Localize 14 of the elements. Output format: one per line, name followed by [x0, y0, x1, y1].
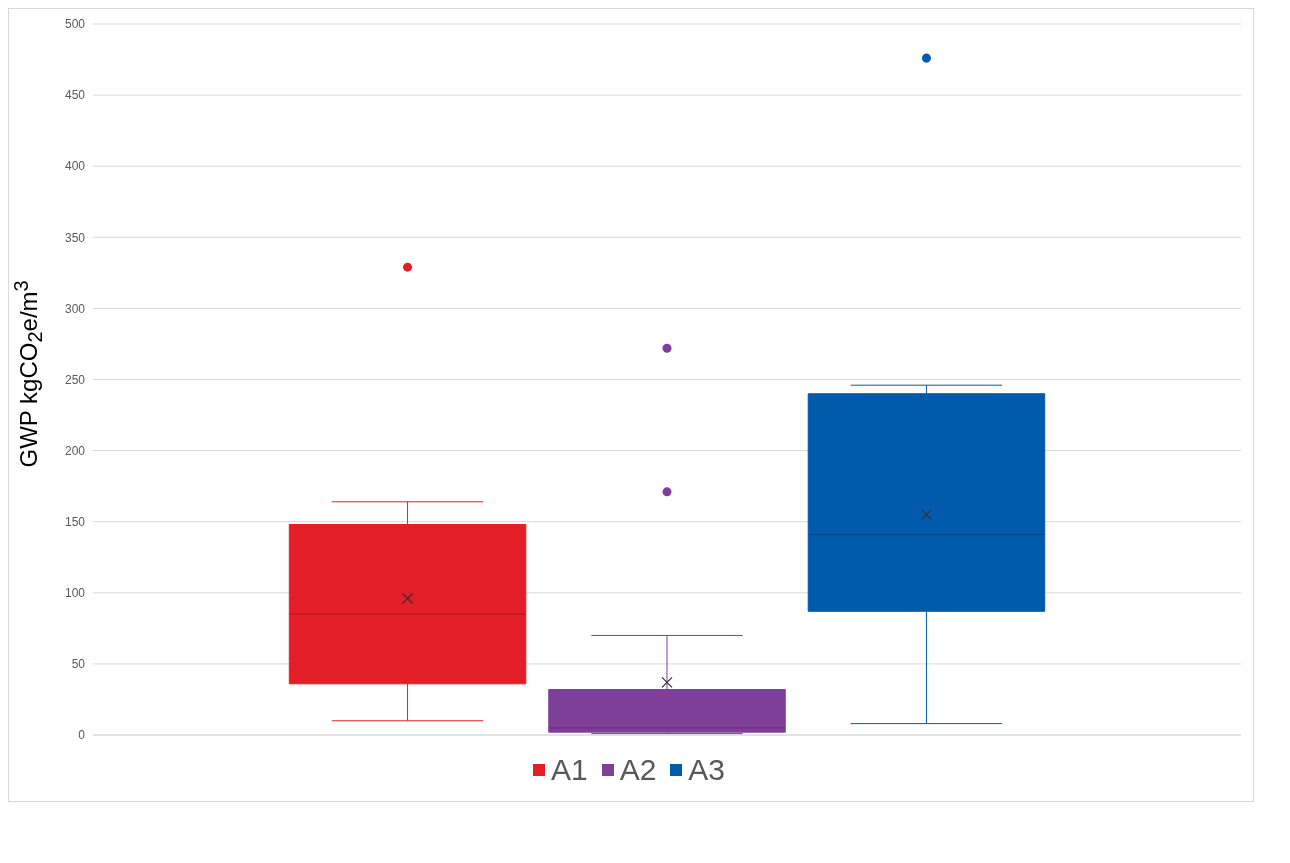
y-tick-label: 150 [64, 514, 86, 529]
legend-label: A3 [688, 753, 726, 787]
legend-label: A2 [619, 753, 657, 787]
y-tick-label: 300 [64, 301, 86, 316]
y-tick-label: 250 [64, 372, 86, 387]
y-tick-label: 100 [64, 586, 86, 601]
y-tick-label: 350 [64, 230, 86, 245]
y-tick-label: 450 [64, 88, 86, 103]
y-tick-label: 400 [64, 159, 86, 174]
legend-label: A1 [550, 753, 588, 787]
y-tick-label: 0 [78, 728, 86, 743]
y-tick-label: 50 [71, 657, 86, 672]
y-tick-label: 500 [64, 17, 86, 32]
y-tick-label: 200 [64, 443, 86, 458]
